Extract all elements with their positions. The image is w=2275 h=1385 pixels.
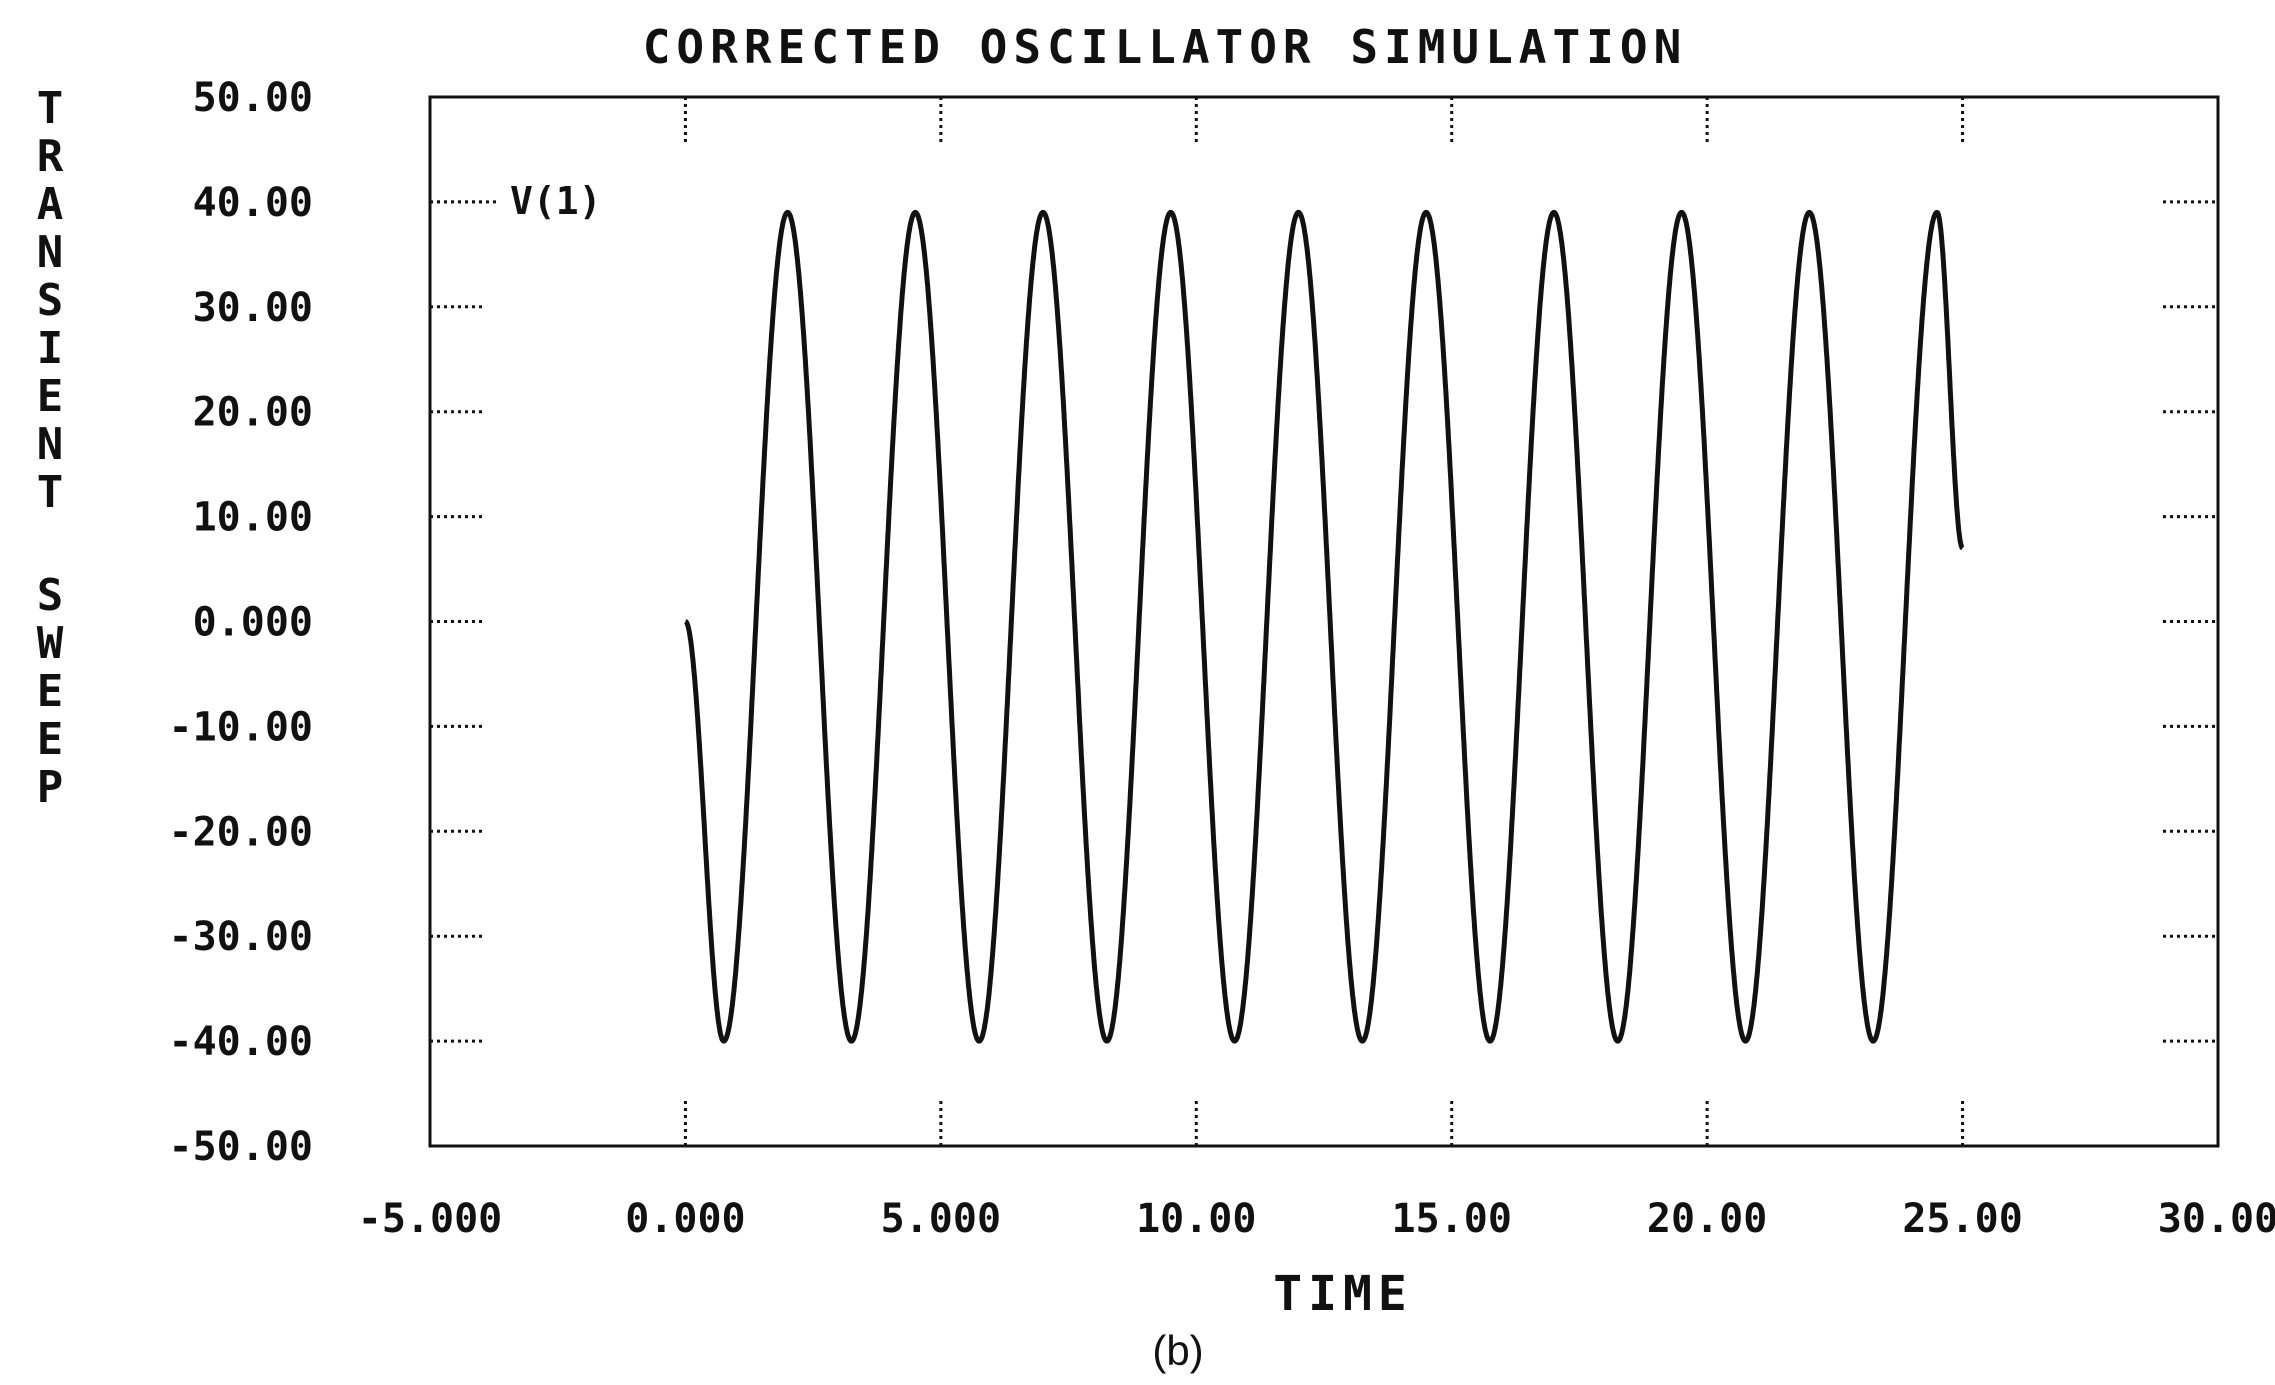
y-axis-label-letter: T — [37, 467, 64, 518]
x-tick-labels: -5.000 0.000 5.000 10.00 15.00 20.00 25.00 30.0… — [358, 1196, 2275, 1242]
y-tick-label: 40.00 — [193, 180, 313, 226]
y-axis-label-letter: N — [37, 227, 64, 278]
y-axis-label-letter: R — [37, 131, 64, 182]
y-tick-label: -50.00 — [169, 1124, 314, 1170]
y-axis-label-letter: I — [37, 323, 64, 374]
y-tick-label: -20.00 — [169, 809, 314, 855]
series-line-v1 — [683, 209, 1965, 1044]
y-axis-label-letter: S — [37, 570, 64, 621]
plot-frame — [428, 95, 2220, 1148]
y-tick-label: 10.00 — [193, 495, 313, 541]
y-tick-label: 0.000 — [193, 600, 313, 646]
y-axis-label-letter: S — [37, 275, 64, 326]
y-axis-label-letter: N — [37, 419, 64, 470]
x-tick-label: 25.00 — [1902, 1196, 2022, 1242]
grid-ticks — [430, 97, 2218, 1146]
x-tick-label: 20.00 — [1647, 1196, 1767, 1242]
x-tick-label: 0.000 — [625, 1196, 745, 1242]
x-axis-label: TIME — [1273, 1266, 1413, 1322]
y-axis-label-letter: E — [37, 371, 64, 422]
y-axis-label-letter: W — [37, 618, 64, 669]
y-tick-label: -40.00 — [169, 1019, 314, 1065]
y-tick-label: 30.00 — [193, 285, 313, 331]
x-tick-label: 5.000 — [881, 1196, 1001, 1242]
figure-caption: (b) — [1152, 1327, 1203, 1374]
y-tick-label: 20.00 — [193, 390, 313, 436]
y-axis-label-letter: E — [37, 714, 64, 765]
legend-label-v1: V(1) — [510, 179, 602, 223]
x-tick-label: 15.00 — [1392, 1196, 1512, 1242]
y-axis-label-letter: E — [37, 666, 64, 717]
y-tick-label: -30.00 — [169, 914, 314, 960]
x-tick-label: 30.00 — [2158, 1196, 2275, 1242]
y-axis-label-letter: P — [37, 762, 64, 813]
y-tick-label: 50.00 — [193, 75, 313, 121]
x-tick-label: 10.00 — [1136, 1196, 1256, 1242]
chart-title: CORRECTED OSCILLATOR SIMULATION — [643, 20, 1688, 74]
x-tick-label: -5.000 — [358, 1196, 503, 1242]
y-axis-label-letter: A — [37, 179, 64, 230]
y-tick-label: -10.00 — [169, 704, 314, 750]
y-tick-labels: 50.00 40.00 30.00 20.00 10.00 0.000 -10.00 -20.… — [169, 75, 314, 1170]
y-axis-label-letter: T — [37, 83, 64, 134]
